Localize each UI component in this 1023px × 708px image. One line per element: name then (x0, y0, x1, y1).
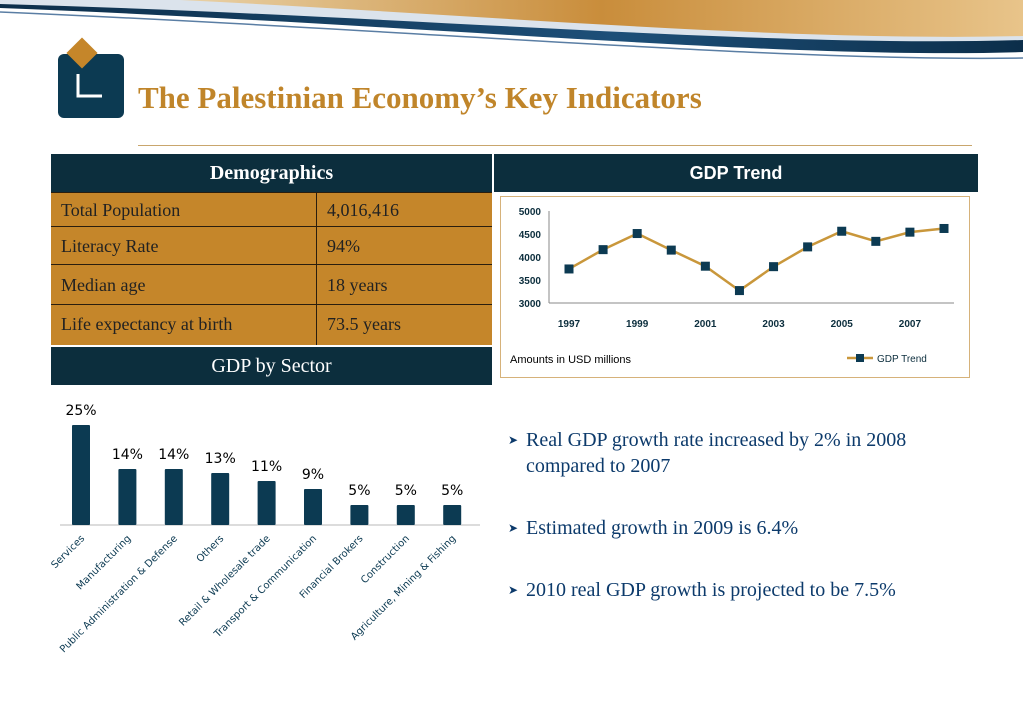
x-tick-label: 1999 (626, 319, 649, 330)
bar-value-label: 25% (65, 403, 96, 419)
gdp-data-point (769, 262, 779, 272)
sector-bar (443, 505, 462, 525)
sector-bar (257, 481, 276, 525)
sector-bar (211, 473, 230, 525)
y-tick-label: 4500 (519, 230, 542, 241)
row-label: Total Population (51, 193, 317, 226)
row-value: 4,016,416 (327, 200, 399, 220)
row-label: Median age (51, 265, 317, 304)
gdp-data-point (939, 223, 949, 233)
gdp-trend-header: GDP Trend (494, 154, 978, 192)
bar-value-label: 5% (348, 483, 370, 499)
key-points: ➤ Real GDP growth rate increased by 2% i… (508, 427, 978, 603)
row-label: Life expectancy at birth (51, 305, 317, 345)
demographics-table: Demographics Total Population 4,016,416 … (51, 154, 492, 345)
row-value: 94% (327, 236, 360, 256)
category-label: Retail & Wholesale trade (177, 533, 272, 628)
category-label: Others (195, 533, 227, 565)
sector-bar (118, 469, 137, 525)
bullet-text: Estimated growth in 2009 is 6.4% (526, 517, 799, 539)
legend-marker (856, 354, 864, 362)
row-label: Literacy Rate (51, 227, 317, 264)
y-tick-label: 3000 (519, 299, 542, 310)
sector-bar (396, 505, 415, 525)
y-tick-label: 5000 (519, 207, 542, 218)
row-value: 73.5 years (327, 314, 401, 334)
arrow-bullet-icon: ➤ (508, 433, 519, 447)
arrow-bullet-icon: ➤ (508, 521, 519, 535)
gdp-data-point (734, 286, 744, 296)
gdp-data-point (700, 261, 710, 271)
row-value: 18 years (327, 275, 388, 295)
gdp-data-point (837, 226, 847, 236)
x-tick-label: 2005 (831, 319, 854, 330)
demographics-header: Demographics (51, 154, 492, 192)
category-label: Services (50, 533, 88, 571)
gdp-data-point (871, 236, 881, 246)
y-tick-label: 4000 (519, 253, 542, 264)
x-tick-label: 1997 (558, 319, 581, 330)
bar-value-label: 11% (251, 459, 282, 475)
gdp-trend-chart: Amounts in USD millions 3000 3500 4000 4500… (500, 196, 970, 378)
bar-value-label: 14% (158, 447, 189, 463)
bar-value-label: 5% (395, 483, 417, 499)
bar-value-label: 14% (112, 447, 143, 463)
category-label: Construction (359, 533, 412, 586)
company-logo (58, 37, 124, 118)
x-tick-label: 2003 (762, 319, 785, 330)
title-divider (138, 145, 972, 146)
sector-bar (350, 505, 369, 525)
gdp-data-point (564, 264, 574, 274)
bar-value-label: 13% (205, 451, 236, 467)
bullet-item: ➤ Real GDP growth rate increased by 2% i… (508, 427, 978, 479)
bullet-text: Real GDP growth rate increased by 2% in … (526, 429, 907, 477)
bar-value-label: 9% (302, 467, 324, 483)
gdp-trend-line (568, 227, 945, 293)
gdp-data-point (803, 242, 813, 252)
sector-bar (304, 489, 322, 525)
header-decoration (0, 0, 1023, 60)
x-tick-label: 2007 (899, 319, 922, 330)
gdp-data-point (666, 245, 676, 255)
table-row: Median age 18 years (51, 264, 492, 304)
sector-bar (72, 425, 90, 525)
table-row: Life expectancy at birth 73.5 years (51, 304, 492, 345)
gdp-trend-plot: Amounts in USD millions 3000 3500 4000 4500… (510, 207, 954, 366)
legend-label: GDP Trend (877, 354, 927, 365)
sector-bar (164, 469, 183, 525)
bar-value-label: 5% (441, 483, 463, 499)
category-label: Agriculture, Mining & Fishing (349, 533, 458, 642)
y-tick-label: 3500 (519, 276, 542, 287)
gdp-by-sector-header: GDP by Sector (51, 347, 492, 385)
bullet-item: ➤ 2010 real GDP growth is projected to b… (508, 577, 978, 603)
bullet-text: 2010 real GDP growth is projected to be … (526, 579, 896, 601)
table-row: Literacy Rate 94% (51, 226, 492, 264)
page-title: The Palestinian Economy’s Key Indicators (138, 80, 702, 115)
arrow-bullet-icon: ➤ (508, 583, 519, 597)
gdp-data-point (598, 245, 608, 255)
amounts-note: Amounts in USD millions (510, 354, 632, 366)
table-row: Total Population 4,016,416 (51, 192, 492, 226)
bullet-item: ➤ Estimated growth in 2009 is 6.4% (508, 515, 978, 541)
x-tick-label: 2001 (694, 319, 717, 330)
gdp-data-point (905, 227, 915, 237)
gdp-data-point (632, 229, 642, 239)
